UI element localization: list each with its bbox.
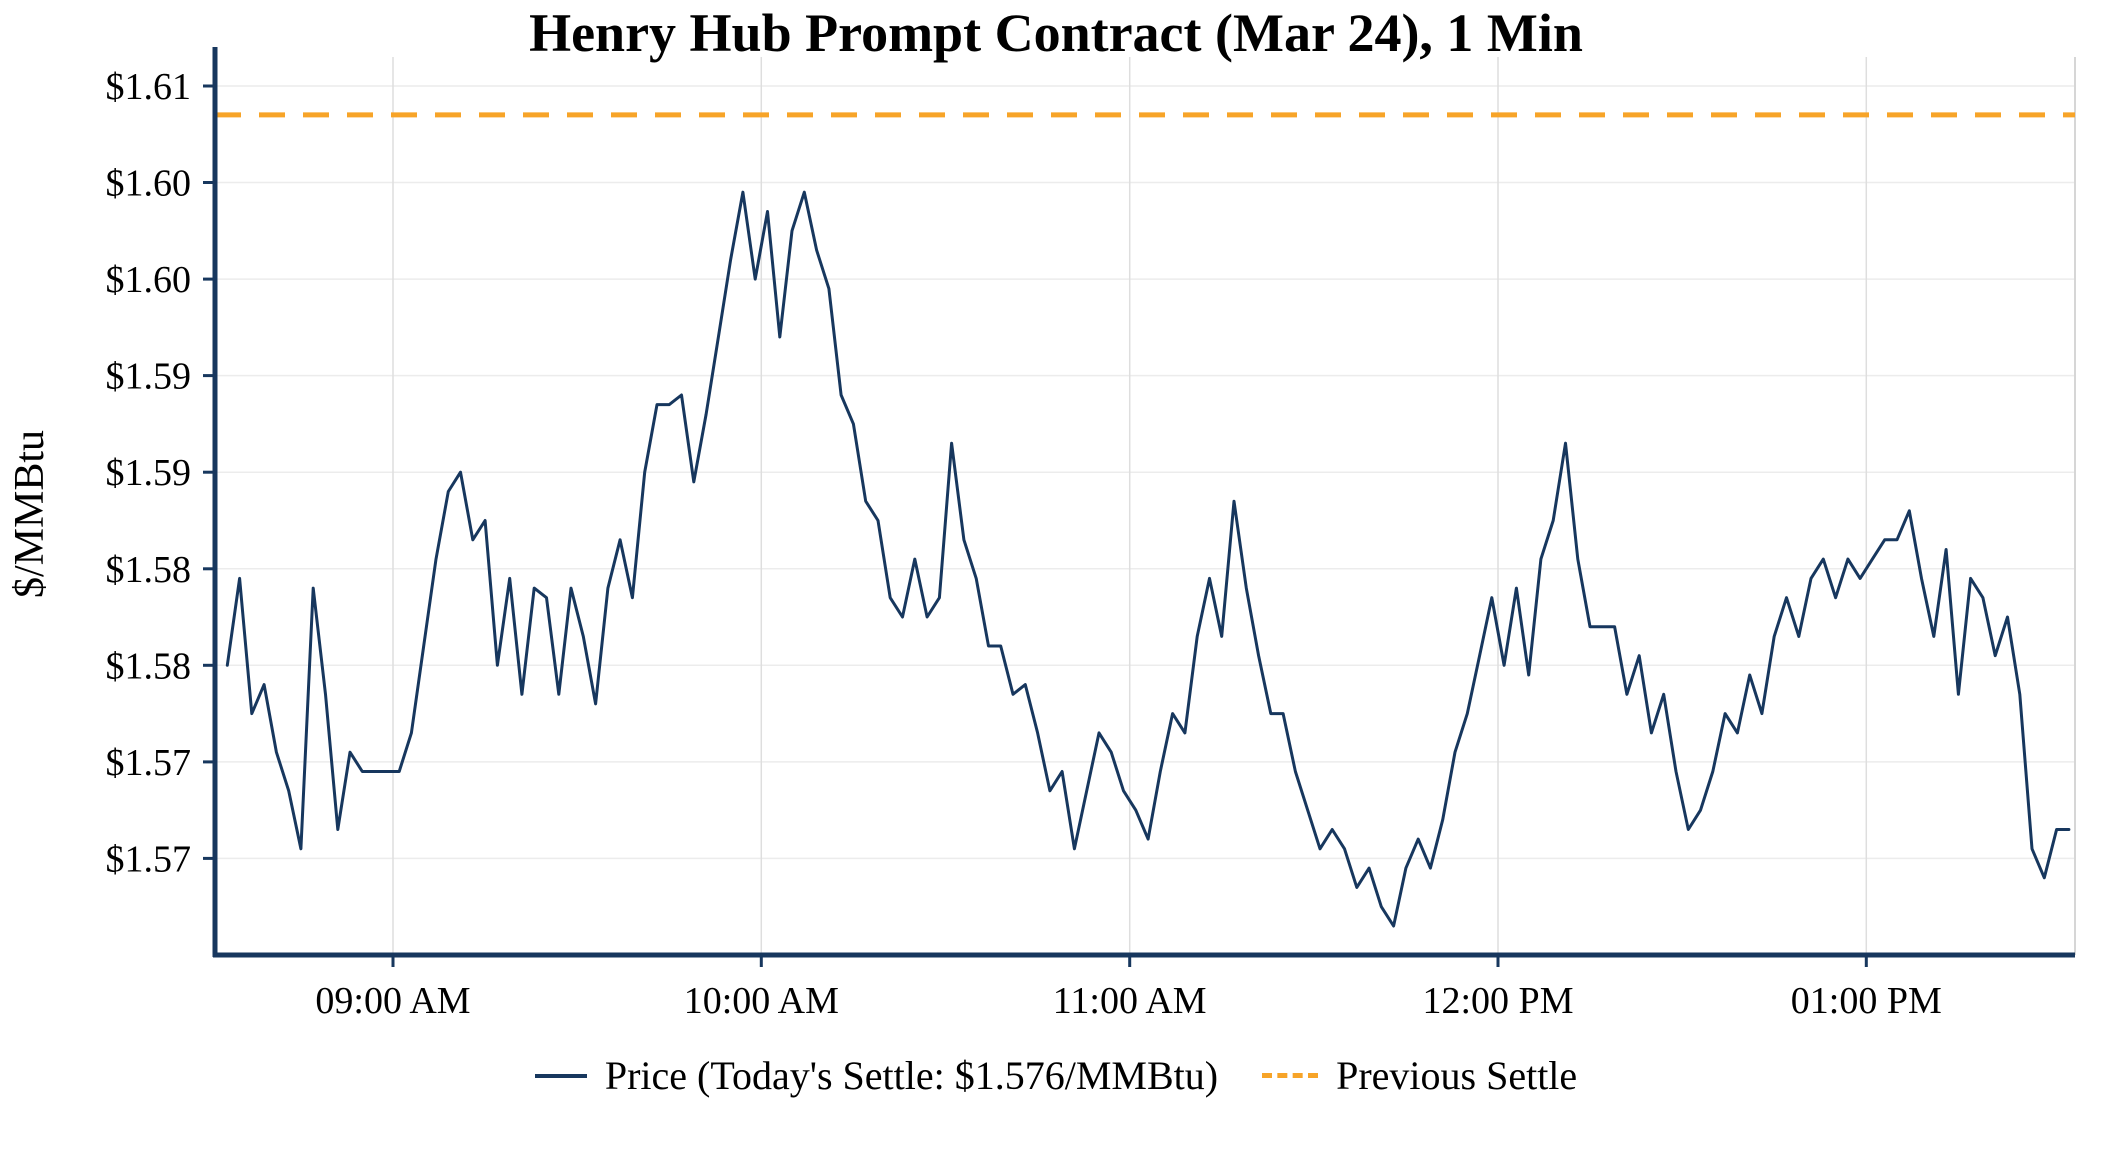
chart-title: Henry Hub Prompt Contract (Mar 24), 1 Mi… xyxy=(529,3,1583,63)
previous-settle-legend-swatch xyxy=(1262,1073,1319,1078)
price-legend-label: Price (Today's Settle: $1.576/MMBtu) xyxy=(604,1053,1219,1098)
previous-settle-legend-label: Previous Settle xyxy=(1336,1053,1578,1098)
price-line xyxy=(225,190,2071,928)
y-tick-label: $1.58 xyxy=(106,549,192,591)
y-tick-label: $1.59 xyxy=(106,452,192,494)
x-tick-label: 11:00 AM xyxy=(1053,980,1207,1022)
x-tick-label: 09:00 AM xyxy=(315,980,470,1022)
y-tick-label: $1.57 xyxy=(106,742,192,784)
y-tick-label: $1.58 xyxy=(106,645,192,687)
chart-legend: Price (Today's Settle: $1.576/MMBtu) Pre… xyxy=(0,1052,2112,1099)
price-line-legend-swatch xyxy=(534,1073,587,1078)
y-tick-label: $1.57 xyxy=(106,838,192,880)
x-tick-label: 12:00 PM xyxy=(1423,980,1574,1022)
y-tick-label: $1.60 xyxy=(106,163,192,205)
x-tick-label: 10:00 AM xyxy=(684,980,839,1022)
y-tick-label: $1.59 xyxy=(106,356,192,398)
y-tick-label: $1.60 xyxy=(106,259,192,301)
x-tick-label: 01:00 PM xyxy=(1791,980,1942,1022)
y-tick-label: $1.61 xyxy=(106,66,192,108)
